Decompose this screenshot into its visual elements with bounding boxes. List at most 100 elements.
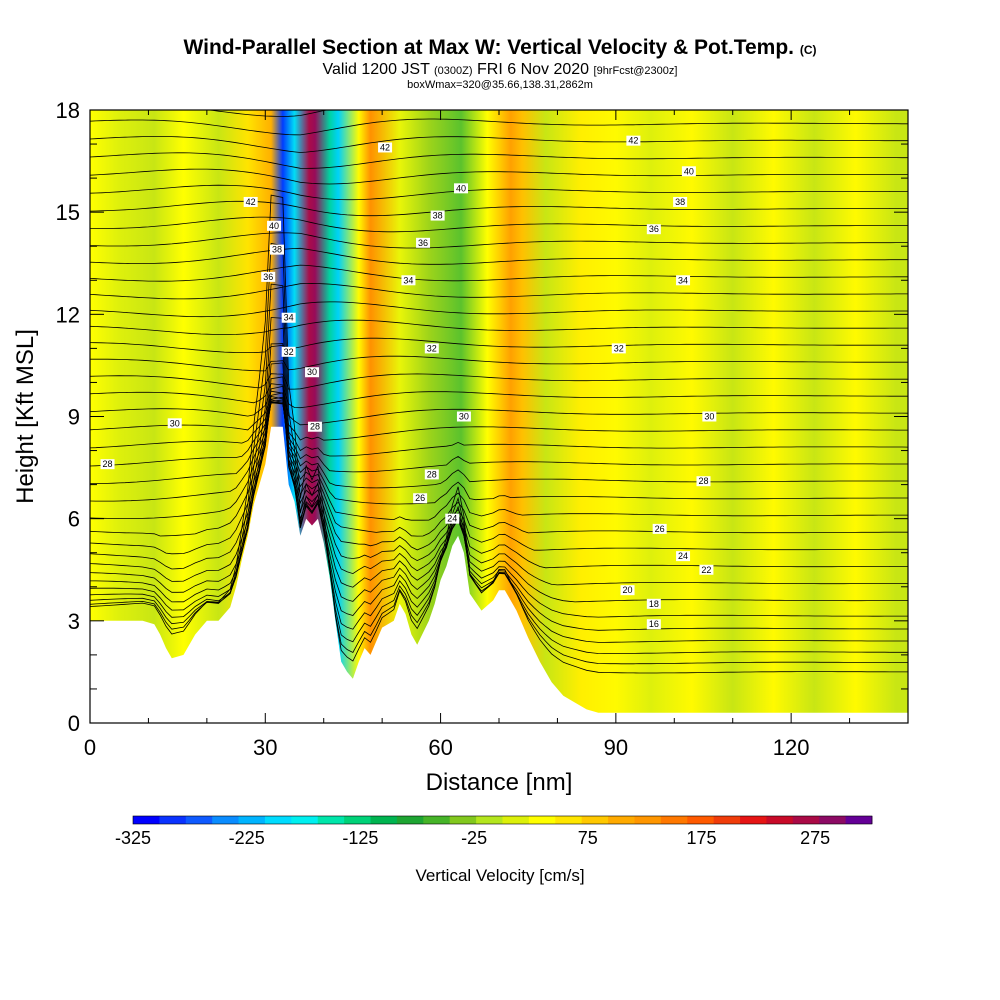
isentrope-label-bg (416, 237, 431, 248)
x-tick-label: 0 (84, 735, 96, 760)
isentrope-label-bg (424, 469, 439, 480)
isentrope-label: 42 (628, 136, 638, 146)
colorbar-swatch (845, 816, 873, 824)
isentrope-label-bg (620, 585, 635, 596)
colorbar-swatch (792, 816, 820, 824)
isentrope-line (90, 390, 908, 426)
isentrope-label: 24 (678, 551, 688, 561)
isentrope-line (90, 168, 908, 185)
isentrope-line (90, 385, 908, 586)
isentrope-label: 26 (415, 493, 425, 503)
isentrope-label-bg (646, 224, 661, 235)
isentrope-label: 32 (284, 347, 294, 357)
isentrope-line (90, 301, 908, 318)
isentrope-label: 40 (684, 166, 694, 176)
chart-title-block: Wind-Parallel Section at Max W: Vertical… (0, 36, 1000, 91)
isentrope-label-bg (652, 523, 667, 534)
isentrope-label: 34 (284, 313, 294, 323)
isentrope-label: 28 (698, 476, 708, 486)
isentrope-line (90, 337, 908, 353)
colorbar-swatch (819, 816, 847, 824)
copyright-mark: (C) (799, 43, 817, 57)
isentrope-label: 40 (269, 221, 279, 231)
isentrope-label: 34 (403, 275, 413, 285)
colorbar-swatch (159, 816, 187, 824)
colorbar-swatch (212, 816, 239, 824)
isentrope-label-bg (626, 135, 641, 146)
isentrope-line (90, 401, 908, 473)
isentrope-label-bg (401, 275, 416, 286)
isentrope-label: 42 (246, 197, 256, 207)
isentrope-line (90, 396, 908, 555)
isentrope-line (90, 402, 908, 489)
colorbar-swatch (449, 816, 477, 824)
isentrope-label: 38 (675, 197, 685, 207)
isentrope-line (90, 194, 908, 674)
isentrope-line (90, 399, 908, 537)
isentrope-label-bg (646, 598, 661, 609)
isentrope-line (90, 376, 908, 603)
isentrope-label: 42 (380, 142, 390, 152)
colorbar-label: -25 (461, 828, 487, 848)
colorbar-swatch (660, 816, 688, 824)
isentrope-label: 36 (418, 238, 428, 248)
colorbar-swatch (766, 816, 794, 824)
x-tick-label: 120 (773, 735, 810, 760)
isentrope-label: 28 (103, 459, 113, 469)
chart-title-text: Wind-Parallel Section at Max W: Vertical… (183, 36, 794, 59)
isentrope-label-bg (681, 166, 696, 177)
isentrope-label-bg (676, 275, 691, 286)
isentrope-label: 30 (170, 418, 180, 428)
colorbar-swatch (476, 816, 503, 824)
isentrope-line (90, 152, 908, 169)
valid-utc: (0300Z) (434, 65, 473, 77)
valid-time: Valid 1200 JST (322, 61, 430, 78)
isentrope-line (90, 383, 908, 409)
y-tick-label: 15 (56, 200, 80, 225)
y-axis-title: Height [Kft MSL] (12, 329, 39, 504)
isentrope-label-bg (413, 493, 428, 504)
isentrope-line (90, 247, 908, 265)
isentrope-label-bg (281, 346, 296, 357)
isentrope-label: 30 (459, 412, 469, 422)
chart-title: Wind-Parallel Section at Max W: Vertical… (0, 36, 1000, 62)
colorbar-swatch (133, 816, 160, 824)
y-tick-label: 9 (68, 405, 80, 430)
isentrope-line (90, 282, 908, 300)
colorbar-title: Vertical Velocity [cm/s] (415, 866, 584, 885)
isentrope-line (90, 396, 908, 441)
y-tick-label: 6 (68, 507, 80, 532)
colorbar-label: -325 (115, 828, 151, 848)
isentrope-label: 36 (649, 224, 659, 234)
isentrope-label-bg (611, 343, 626, 354)
isentrope-label: 24 (447, 514, 457, 524)
isentrope-label: 32 (614, 343, 624, 353)
colorbar-swatch (370, 816, 398, 824)
isentrope-line (90, 319, 908, 335)
isentrope-label-bg (456, 411, 471, 422)
y-tick-label: 3 (68, 609, 80, 634)
valid-date: FRI 6 Nov 2020 (477, 61, 590, 78)
isentrope-label: 16 (649, 619, 659, 629)
isentrope-label-bg (646, 619, 661, 630)
isentrope-label-bg (100, 459, 115, 470)
colorbar-swatch (344, 816, 371, 824)
isentrope-label-bg (261, 271, 276, 282)
colorbar-swatch (528, 816, 556, 824)
colorbar-swatch (555, 816, 583, 824)
isentrope-line (90, 401, 908, 521)
colorbar-swatch (264, 816, 292, 824)
isentrope-label-bg (445, 513, 460, 524)
isentrope-line (90, 264, 908, 282)
isentrope-line (90, 232, 908, 249)
plot-area: 42 40 38 36 34 32 30 28 42 40 38 36 34 32 30 28 26 24 42 40… (90, 110, 908, 723)
isentrope-label-bg (378, 142, 393, 153)
isentrope-line (90, 355, 908, 372)
x-tick-label: 30 (253, 735, 277, 760)
isentrope-label: 20 (623, 585, 633, 595)
isentrope-line (90, 392, 908, 570)
isentrope-label: 30 (307, 367, 317, 377)
isentrope-line (90, 362, 908, 618)
isentrope-label-bg (307, 421, 322, 432)
